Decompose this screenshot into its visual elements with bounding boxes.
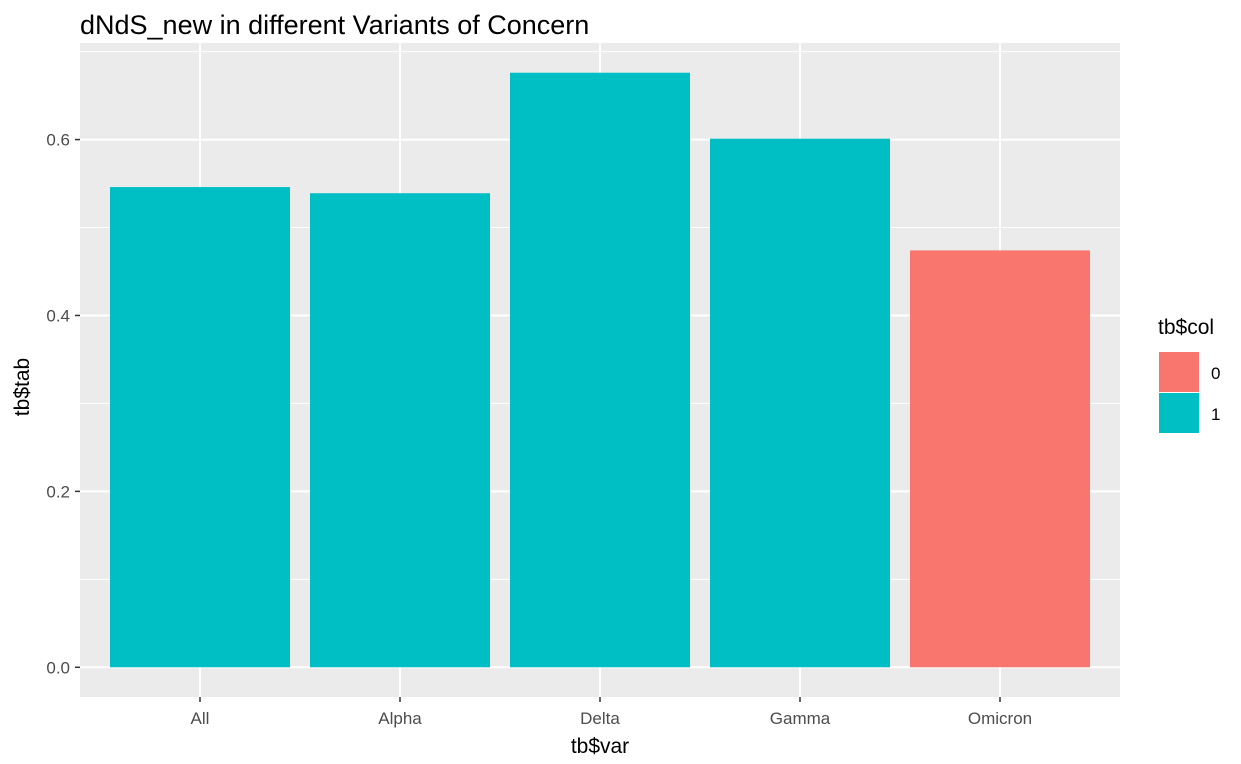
x-tick-label: Gamma: [770, 709, 831, 728]
legend-label-0: 0: [1211, 364, 1220, 383]
bar-delta: [510, 72, 690, 668]
bar-omicron: [910, 250, 1090, 668]
y-tick-label: 0.4: [46, 306, 70, 325]
bar-alpha: [310, 193, 490, 668]
x-axis: All Alpha Delta Gamma Omicron: [191, 697, 1032, 728]
y-axis: 0.0 0.2 0.4 0.6: [46, 131, 80, 677]
bar-all: [110, 187, 290, 668]
legend: tb$col 0 1: [1158, 316, 1220, 433]
x-tick-label: Omicron: [968, 709, 1032, 728]
x-tick-label: All: [191, 709, 210, 728]
legend-title: tb$col: [1158, 316, 1214, 339]
bar-gamma: [710, 138, 890, 668]
legend-key-0: [1159, 352, 1199, 392]
legend-label-1: 1: [1211, 405, 1220, 424]
legend-key-1: [1159, 393, 1199, 433]
y-axis-title: tb$tab: [11, 358, 34, 416]
x-axis-title: tb$var: [571, 735, 629, 758]
x-tick-label: Delta: [580, 709, 620, 728]
y-tick-label: 0.6: [46, 131, 70, 150]
y-tick-label: 0.2: [46, 482, 70, 501]
y-tick-label: 0.0: [46, 658, 70, 677]
chart-title: dNdS_new in different Variants of Concer…: [80, 10, 589, 40]
x-tick-label: Alpha: [378, 709, 422, 728]
bars: [110, 72, 1090, 668]
